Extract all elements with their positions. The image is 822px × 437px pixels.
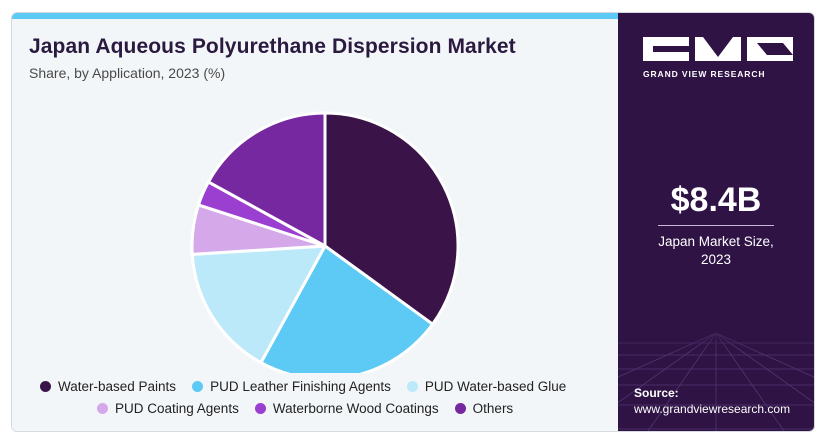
- market-size-value: $8.4B: [670, 181, 762, 219]
- legend-label: Waterborne Wood Coatings: [272, 400, 439, 416]
- logo-shapes-icon: [643, 37, 793, 61]
- legend-swatch: [454, 402, 466, 414]
- legend-item: Others: [454, 400, 514, 416]
- chart-title: Japan Aqueous Polyurethane Dispersion Ma…: [29, 35, 516, 58]
- summary-panel: GRAND VIEW RESEARCH $8.4B Japan Market S…: [618, 13, 814, 431]
- accent-bar: [12, 13, 618, 19]
- legend-label: PUD Coating Agents: [115, 400, 239, 416]
- legend-swatch: [40, 380, 51, 392]
- market-size-label-line2: 2023: [700, 252, 732, 267]
- pie-slice-water-based-paints: [323, 111, 460, 326]
- legend-row: Water-based Paints PUD Leather Finishing …: [40, 375, 615, 397]
- chart-subtitle: Share, by Application, 2023 (%): [29, 65, 226, 81]
- chart-legend: Water-based Paints PUD Leather Finishing …: [40, 375, 615, 419]
- legend-label: PUD Leather Finishing Agents: [210, 378, 391, 394]
- legend-swatch: [192, 380, 204, 392]
- source-url[interactable]: www.grandviewresearch.com: [634, 402, 791, 416]
- legend-item: PUD Coating Agents: [97, 401, 239, 416]
- legend-item: Water-based Paints: [40, 379, 176, 394]
- legend-swatch: [406, 380, 418, 392]
- pie-slice-pud-water-based-glue: [190, 244, 327, 365]
- source-note: Source: www.grandviewresearch.com: [634, 385, 790, 417]
- grid-decoration: [618, 313, 814, 431]
- pie-chart: [190, 111, 460, 373]
- legend-swatch: [97, 402, 108, 414]
- logo-mark: [643, 37, 793, 61]
- source-label: Source:: [634, 386, 679, 400]
- legend-row: PUD Coating Agents Waterborne Wood Coatin…: [40, 397, 615, 419]
- pie-slice-others: [206, 111, 327, 248]
- pie-slice-pud-leather-finishing-agents: [259, 244, 435, 373]
- brand-logo: GRAND VIEW RESEARCH: [643, 37, 793, 87]
- market-size-label-line1: Japan Market Size,: [658, 234, 774, 249]
- report-card: Japan Aqueous Polyurethane Dispersion Ma…: [11, 12, 815, 432]
- legend-swatch: [254, 402, 266, 414]
- brand-name: GRAND VIEW RESEARCH: [643, 69, 766, 79]
- legend-item: Waterborne Wood Coatings: [254, 400, 439, 416]
- legend-label: Water-based Paints: [58, 378, 177, 394]
- market-size-label: Japan Market Size, 2023: [618, 233, 814, 269]
- chart-panel: Japan Aqueous Polyurethane Dispersion Ma…: [12, 13, 618, 431]
- legend-item: PUD Leather Finishing Agents: [192, 379, 391, 394]
- legend-label: PUD Water-based Glue: [424, 378, 567, 394]
- legend-label: Others: [472, 400, 514, 416]
- divider: [658, 225, 774, 226]
- legend-item: PUD Water-based Glue: [406, 378, 567, 394]
